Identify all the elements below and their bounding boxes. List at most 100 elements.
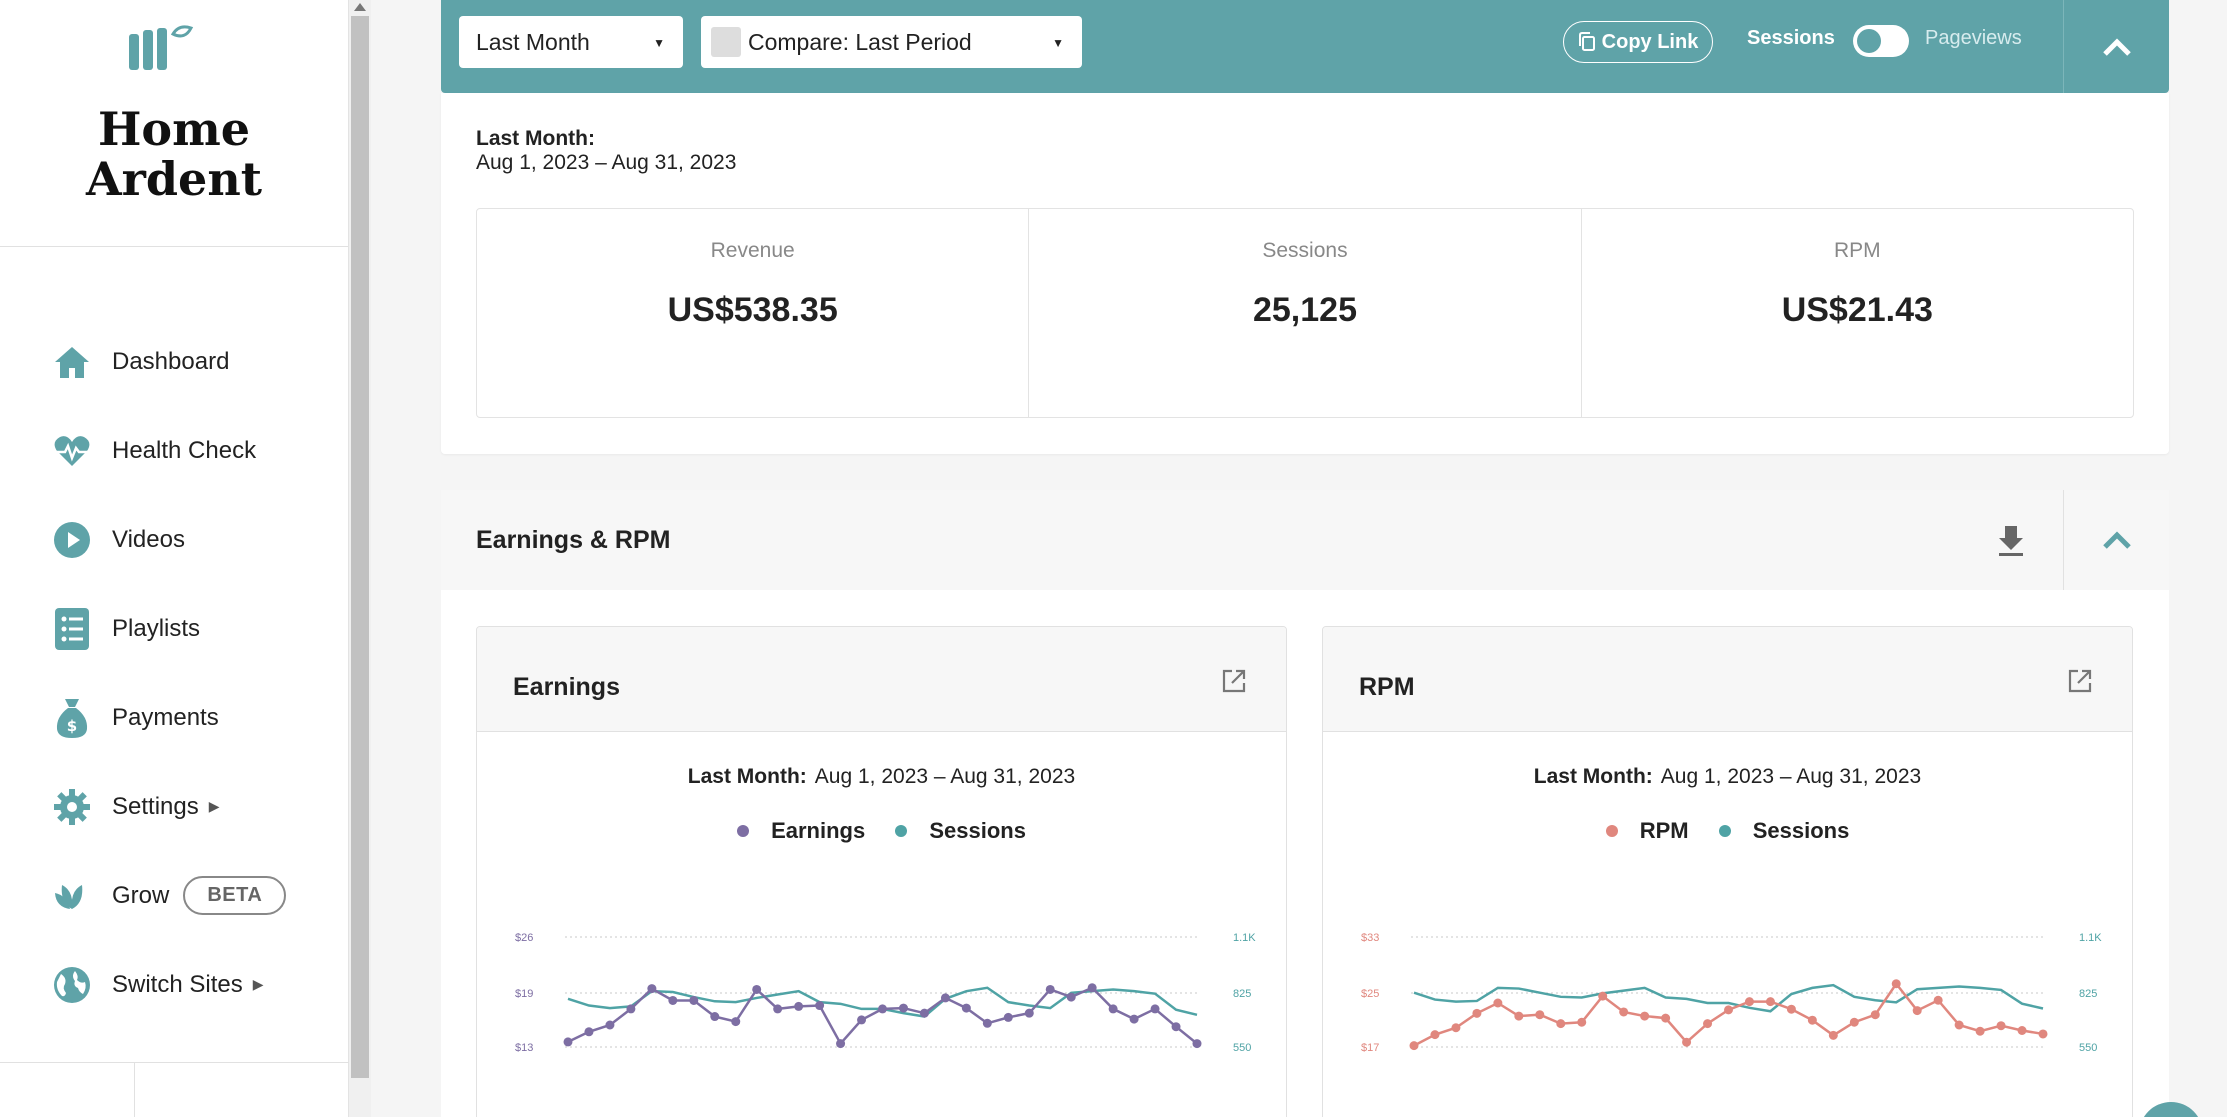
legend-label: Sessions [1752, 818, 1850, 843]
sidebar-scrollbar[interactable] [349, 0, 371, 1117]
data-point-earnings[interactable] [1108, 1004, 1118, 1014]
data-point-rpm[interactable] [1786, 1004, 1796, 1014]
toggle-pageviews-label[interactable]: Pageviews [1925, 27, 2022, 49]
data-point-rpm[interactable] [1598, 991, 1608, 1001]
sidebar-item-dashboard[interactable]: Dashboard [0, 317, 348, 406]
legend-item-sessions[interactable]: Sessions [1718, 818, 1850, 844]
data-point-rpm[interactable] [1682, 1037, 1692, 1047]
data-point-earnings[interactable] [752, 984, 762, 994]
series-line-earnings[interactable] [567, 986, 1198, 1046]
rpm-line-chart[interactable]: $33 1.1K $25 825 $17 550 [1323, 927, 2133, 1117]
series-line-rpm[interactable] [1413, 981, 2044, 1047]
help-chat-button[interactable] [2139, 1102, 2203, 1117]
data-point-rpm[interactable] [1870, 1010, 1880, 1020]
data-point-rpm[interactable] [1703, 1019, 1713, 1029]
card-title: Earnings [513, 673, 620, 701]
data-point-rpm[interactable] [1451, 1023, 1461, 1033]
data-point-rpm[interactable] [1724, 1005, 1733, 1015]
copy-link-button[interactable]: Copy Link [1563, 21, 1713, 63]
data-point-rpm[interactable] [1493, 998, 1503, 1008]
data-point-rpm[interactable] [1556, 1019, 1566, 1029]
date-range-select[interactable]: Last Month ▼ [459, 16, 683, 68]
data-point-earnings[interactable] [898, 1003, 908, 1013]
data-point-rpm[interactable] [1640, 1011, 1650, 1021]
data-point-earnings[interactable] [626, 1004, 636, 1014]
data-point-earnings[interactable] [815, 1001, 825, 1011]
data-point-earnings[interactable] [563, 1037, 573, 1047]
data-point-earnings[interactable] [647, 984, 657, 994]
legend-item-earnings[interactable]: Earnings [737, 818, 865, 844]
toggle-sessions-label[interactable]: Sessions [1747, 27, 1835, 49]
data-point-rpm[interactable] [1409, 1041, 1419, 1051]
data-point-earnings[interactable] [1045, 984, 1055, 994]
scroll-up-arrow-icon[interactable] [354, 3, 366, 11]
data-point-earnings[interactable] [961, 1003, 971, 1013]
data-point-earnings[interactable] [1150, 1004, 1160, 1014]
data-point-earnings[interactable] [919, 1008, 929, 1018]
data-point-rpm[interactable] [1535, 1010, 1545, 1020]
data-point-rpm[interactable] [1933, 995, 1943, 1005]
sidebar-item-switch-sites[interactable]: Switch Sites ▶ [0, 940, 348, 1029]
data-point-rpm[interactable] [1661, 1013, 1671, 1023]
external-link-icon[interactable] [2066, 667, 2094, 695]
legend-item-sessions[interactable]: Sessions [895, 818, 1026, 844]
sidebar-item-payments[interactable]: $ Payments [0, 673, 348, 762]
download-icon[interactable] [1991, 520, 2031, 560]
data-point-earnings[interactable] [584, 1027, 594, 1037]
data-point-earnings[interactable] [1171, 1022, 1181, 1032]
external-link-icon[interactable] [1220, 667, 1248, 695]
sidebar-item-health-check[interactable]: Health Check [0, 406, 348, 495]
scrollbar-thumb[interactable] [351, 16, 369, 1078]
sidebar-item-videos[interactable]: Videos [0, 495, 348, 584]
data-point-earnings[interactable] [689, 995, 699, 1005]
series-line-sessions[interactable] [1413, 983, 2044, 1013]
sessions-pageviews-toggle[interactable] [1853, 25, 1909, 57]
data-point-rpm[interactable] [1954, 1020, 1964, 1030]
data-point-rpm[interactable] [1744, 997, 1754, 1007]
data-point-earnings[interactable] [668, 995, 678, 1005]
data-point-rpm[interactable] [1975, 1026, 1985, 1036]
data-point-earnings[interactable] [1129, 1014, 1139, 1024]
data-point-rpm[interactable] [1765, 997, 1775, 1007]
data-point-earnings[interactable] [982, 1018, 992, 1028]
sidebar-item-playlists[interactable]: Playlists [0, 584, 348, 673]
section-collapse-button[interactable] [2064, 490, 2169, 590]
data-point-rpm[interactable] [1828, 1030, 1838, 1040]
kpi-label: Revenue [710, 239, 795, 262]
data-point-earnings[interactable] [1087, 983, 1097, 993]
kpi-value: US$21.43 [1781, 291, 1933, 329]
data-point-rpm[interactable] [1807, 1015, 1817, 1025]
data-point-rpm[interactable] [1430, 1030, 1440, 1040]
data-point-rpm[interactable] [1514, 1011, 1524, 1021]
data-point-rpm[interactable] [1912, 1006, 1922, 1016]
data-point-rpm[interactable] [1619, 1007, 1629, 1017]
data-point-earnings[interactable] [1003, 1012, 1013, 1022]
data-point-earnings[interactable] [857, 1015, 867, 1025]
toolbar-collapse-button[interactable] [2064, 0, 2169, 93]
data-point-earnings[interactable] [710, 1012, 720, 1022]
data-point-rpm[interactable] [2038, 1029, 2048, 1039]
data-point-earnings[interactable] [1024, 1008, 1034, 1018]
data-point-earnings[interactable] [1066, 992, 1076, 1002]
legend-item-rpm[interactable]: RPM [1605, 818, 1689, 844]
data-point-earnings[interactable] [878, 1004, 887, 1014]
data-point-rpm[interactable] [2017, 1026, 2027, 1035]
data-point-rpm[interactable] [1996, 1021, 2006, 1031]
earnings-line-chart[interactable]: $26 1.1K $19 825 $13 550 [477, 927, 1287, 1117]
data-point-rpm[interactable] [1472, 1008, 1482, 1018]
site-logo-icon[interactable] [129, 22, 219, 82]
data-point-earnings[interactable] [794, 1001, 804, 1011]
data-point-earnings[interactable] [773, 1004, 783, 1014]
data-point-earnings[interactable] [836, 1039, 846, 1049]
data-point-earnings[interactable] [731, 1017, 741, 1027]
data-point-earnings[interactable] [940, 993, 950, 1003]
data-point-rpm[interactable] [1577, 1017, 1587, 1027]
sidebar-item-settings[interactable]: Settings ▶ [0, 762, 348, 851]
sidebar-item-grow[interactable]: Grow BETA [0, 851, 348, 940]
data-point-earnings[interactable] [1192, 1039, 1202, 1049]
data-point-earnings[interactable] [605, 1020, 615, 1030]
compare-select[interactable]: Compare: Last Period ▼ [701, 16, 1082, 68]
data-point-rpm[interactable] [1849, 1017, 1859, 1027]
data-point-rpm[interactable] [1891, 979, 1901, 989]
kpi-label: Sessions [1262, 239, 1348, 262]
